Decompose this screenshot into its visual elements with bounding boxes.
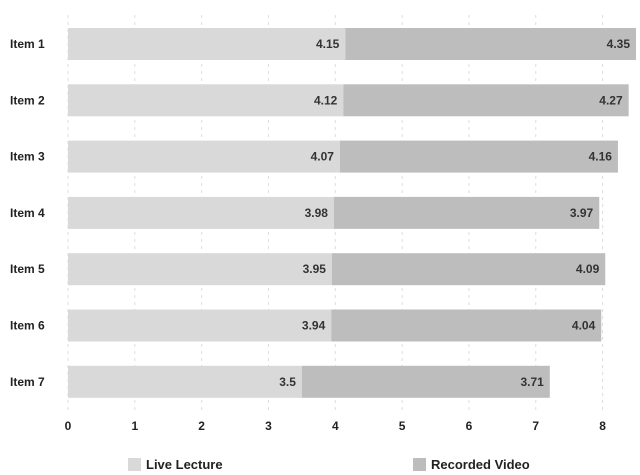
x-tick-label: 5 — [399, 419, 406, 433]
x-tick-label: 7 — [532, 419, 539, 433]
bar-recorded-video — [331, 309, 602, 342]
legend: Live Lecture Recorded Video — [128, 457, 530, 472]
data-label: 4.35 — [607, 37, 631, 51]
x-tick-label: 3 — [265, 419, 272, 433]
legend-label: Recorded Video — [431, 457, 530, 472]
x-axis-ticks: 0 1 2 3 4 5 6 7 8 — [65, 419, 607, 433]
x-tick-label: 4 — [332, 419, 339, 433]
x-tick-label: 1 — [131, 419, 138, 433]
data-label: 3.98 — [305, 206, 329, 220]
category-label: Item 2 — [10, 93, 45, 107]
bar-live-lecture — [68, 253, 332, 286]
bar-live-lecture — [68, 196, 334, 229]
bar-recorded-video — [333, 196, 600, 229]
legend-swatch — [413, 458, 426, 471]
data-label: 3.71 — [520, 375, 544, 389]
data-label: 4.04 — [572, 319, 596, 333]
bar-live-lecture — [68, 309, 332, 342]
category-label: Item 7 — [10, 375, 45, 389]
data-label: 4.09 — [576, 262, 600, 276]
data-label: 4.16 — [589, 150, 613, 164]
data-label: 4.15 — [316, 37, 340, 51]
bar-recorded-video — [345, 28, 636, 60]
bar-recorded-video — [331, 253, 606, 286]
data-label: 3.5 — [279, 375, 296, 389]
data-label: 3.94 — [302, 319, 326, 333]
x-tick-label: 0 — [65, 419, 72, 433]
data-label: 4.27 — [599, 93, 623, 107]
bar-recorded-video — [301, 365, 550, 398]
bar-recorded-video — [339, 140, 618, 173]
legend-label: Live Lecture — [146, 457, 223, 472]
bars: 4.15 4.35 4.12 4.27 4.07 4.16 3.98 3.97 3.95 4.09… — [68, 28, 636, 398]
x-tick-label: 6 — [466, 419, 473, 433]
category-labels: Item 1 Item 2 Item 3 Item 4 Item 5 Item 6 Item… — [10, 37, 45, 389]
category-label: Item 5 — [10, 262, 45, 276]
bar-live-lecture — [68, 140, 340, 173]
bar-live-lecture — [68, 84, 344, 117]
x-tick-label: 2 — [198, 419, 205, 433]
category-label: Item 4 — [10, 206, 45, 220]
category-label: Item 1 — [10, 37, 45, 51]
legend-swatch — [128, 458, 141, 471]
category-label: Item 6 — [10, 319, 45, 333]
data-label: 3.95 — [303, 262, 327, 276]
x-tick-label: 8 — [599, 419, 606, 433]
data-label: 3.97 — [570, 206, 594, 220]
bar-live-lecture — [68, 28, 346, 60]
category-label: Item 3 — [10, 150, 45, 164]
data-label: 4.12 — [314, 93, 338, 107]
data-label: 4.07 — [311, 150, 335, 164]
bar-recorded-video — [343, 84, 629, 117]
bar-live-lecture — [68, 365, 302, 398]
